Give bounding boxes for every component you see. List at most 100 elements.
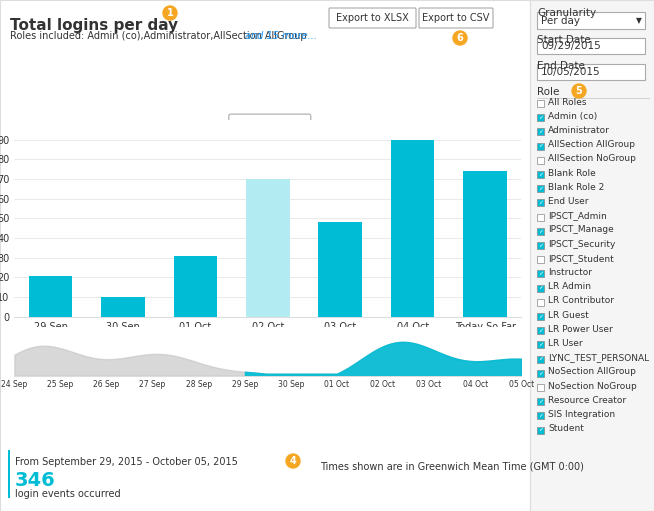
Bar <box>463 171 507 317</box>
Bar <box>537 270 544 277</box>
Text: LYNC_TEST_PERSONAL: LYNC_TEST_PERSONAL <box>548 353 649 362</box>
Text: Per day: Per day <box>541 16 580 26</box>
Bar <box>537 341 544 349</box>
Text: ✓: ✓ <box>538 243 543 248</box>
Text: ✓: ✓ <box>538 428 543 433</box>
FancyBboxPatch shape <box>537 64 645 80</box>
Circle shape <box>572 84 586 98</box>
Text: Roles included: Admin (co),Administrator,AllSection AllGroup: Roles included: Admin (co),Administrator… <box>10 31 310 41</box>
Bar <box>537 157 544 164</box>
Text: AllSection NoGroup: AllSection NoGroup <box>548 154 636 164</box>
Text: Oct 02, 2015: Oct 02, 2015 <box>238 133 301 143</box>
Text: ✓: ✓ <box>538 413 543 419</box>
Text: 4: 4 <box>290 456 296 466</box>
Text: LR User: LR User <box>548 339 583 348</box>
Text: ✓: ✓ <box>538 115 543 120</box>
Bar <box>537 242 544 249</box>
Text: Granularity: Granularity <box>537 8 596 18</box>
Text: IPSCT_Admin: IPSCT_Admin <box>548 211 607 220</box>
Text: Blank Role 2: Blank Role 2 <box>548 183 604 192</box>
Bar <box>101 297 145 317</box>
Text: IPSCT_Security: IPSCT_Security <box>548 240 615 248</box>
Bar <box>537 128 544 135</box>
Text: ✓: ✓ <box>538 286 543 291</box>
Text: End User: End User <box>548 197 589 206</box>
Text: ✓: ✓ <box>538 229 543 234</box>
Bar <box>537 299 544 306</box>
Text: 70: 70 <box>259 147 281 162</box>
Text: Start Date: Start Date <box>537 35 591 45</box>
Bar <box>537 398 544 405</box>
Bar <box>537 199 544 206</box>
Text: ✓: ✓ <box>538 129 543 134</box>
Circle shape <box>453 31 467 45</box>
Text: ✓: ✓ <box>538 357 543 362</box>
Text: 09/29/2015: 09/29/2015 <box>541 41 601 51</box>
Text: Admin (co): Admin (co) <box>548 112 597 121</box>
Text: Student: Student <box>548 424 584 433</box>
Text: Resource Creator: Resource Creator <box>548 396 626 405</box>
Text: All Roles: All Roles <box>548 98 587 106</box>
Bar <box>537 356 544 363</box>
Text: ✓: ✓ <box>538 144 543 149</box>
Text: NoSection AllGroup: NoSection AllGroup <box>548 367 636 376</box>
Text: End Date: End Date <box>537 61 585 71</box>
Bar <box>391 140 434 317</box>
Text: LR Admin: LR Admin <box>548 282 591 291</box>
FancyBboxPatch shape <box>537 12 645 29</box>
Text: Blank Role: Blank Role <box>548 169 596 177</box>
Text: ✓: ✓ <box>538 342 543 347</box>
Bar <box>174 256 217 317</box>
Text: Times shown are in Greenwich Mean Time (GMT 0:00): Times shown are in Greenwich Mean Time (… <box>320 461 584 471</box>
Text: SIS Integration: SIS Integration <box>548 410 615 419</box>
Text: NoSection NoGroup: NoSection NoGroup <box>548 382 637 390</box>
Circle shape <box>216 132 230 146</box>
Text: ✓: ✓ <box>538 172 543 177</box>
Text: IPSCT_Student: IPSCT_Student <box>548 253 613 263</box>
Bar <box>537 313 544 320</box>
Bar <box>29 275 73 317</box>
Text: Export to CSV: Export to CSV <box>422 13 490 23</box>
Text: 3: 3 <box>206 341 213 352</box>
Text: and 15 more...: and 15 more... <box>245 31 317 41</box>
FancyBboxPatch shape <box>537 38 645 54</box>
Text: 346: 346 <box>15 471 56 490</box>
Bar <box>537 256 544 263</box>
FancyBboxPatch shape <box>419 8 493 28</box>
Text: Export to XLSX: Export to XLSX <box>336 13 408 23</box>
FancyBboxPatch shape <box>329 8 416 28</box>
Text: ✓: ✓ <box>538 314 543 319</box>
Bar <box>537 143 544 150</box>
Text: ▼: ▼ <box>636 16 642 26</box>
Bar <box>537 214 544 221</box>
Text: 10/05/2015: 10/05/2015 <box>541 67 600 77</box>
Bar <box>8 450 10 498</box>
Text: 5: 5 <box>576 86 582 96</box>
Text: Total logins per day: Total logins per day <box>10 18 178 33</box>
Text: LR Guest: LR Guest <box>548 311 589 319</box>
Circle shape <box>202 339 216 354</box>
Text: 6: 6 <box>456 33 464 43</box>
Text: ✓: ✓ <box>538 371 543 376</box>
Bar <box>537 412 544 420</box>
Text: login events occurred: login events occurred <box>15 489 120 499</box>
Bar <box>537 285 544 292</box>
Bar <box>537 384 544 391</box>
Text: From September 29, 2015 - October 05, 2015: From September 29, 2015 - October 05, 20… <box>15 457 238 467</box>
Bar <box>537 327 544 334</box>
Bar <box>530 0 654 511</box>
Bar <box>537 427 544 434</box>
Text: login events: login events <box>240 163 300 173</box>
Text: Role: Role <box>537 87 559 97</box>
FancyBboxPatch shape <box>229 114 311 173</box>
Text: ✓: ✓ <box>538 271 543 276</box>
Text: Instructor: Instructor <box>548 268 592 277</box>
Bar <box>318 222 362 317</box>
Bar <box>246 179 290 317</box>
Text: LR Power User: LR Power User <box>548 324 613 334</box>
Bar <box>537 100 544 107</box>
Bar <box>537 171 544 178</box>
Text: Friday: Friday <box>255 121 284 131</box>
Circle shape <box>286 454 300 468</box>
Bar <box>0 0 530 511</box>
